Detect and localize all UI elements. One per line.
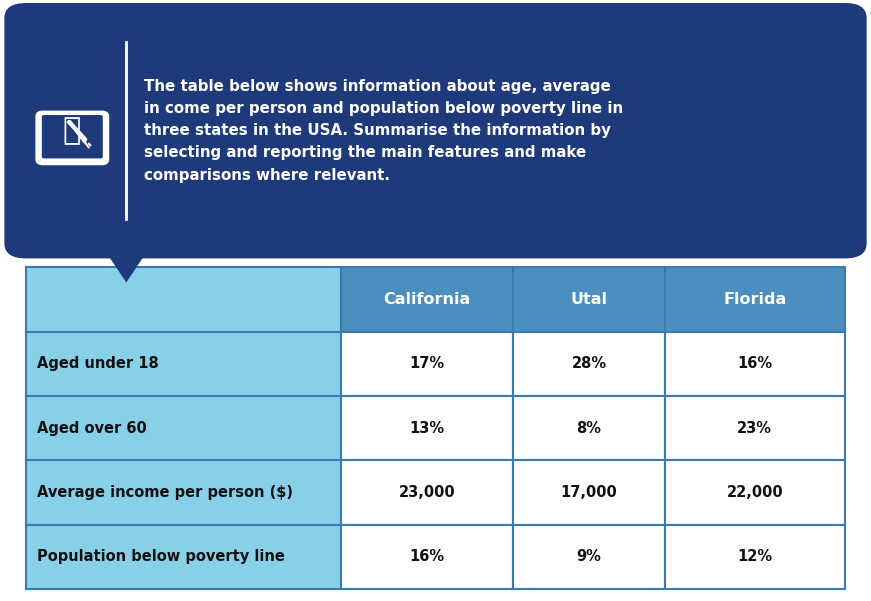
Bar	[341, 267, 513, 332]
Text: The table below shows information about age, average
in come per person and popu: The table below shows information about …	[144, 79, 623, 183]
Text: Florida: Florida	[723, 292, 787, 307]
Text: 17,000: 17,000	[561, 485, 618, 500]
FancyBboxPatch shape	[4, 3, 867, 258]
Bar	[665, 525, 845, 589]
Bar	[513, 332, 665, 396]
Text: 9%: 9%	[577, 549, 602, 564]
Text: Population below poverty line: Population below poverty line	[37, 549, 286, 564]
Text: 23%: 23%	[738, 421, 773, 436]
Bar	[26, 267, 341, 332]
Bar	[513, 460, 665, 525]
Text: California: California	[384, 292, 471, 307]
Text: Average income per person ($): Average income per person ($)	[37, 485, 294, 500]
Text: 13%: 13%	[409, 421, 445, 436]
FancyBboxPatch shape	[37, 113, 107, 163]
Bar	[26, 396, 341, 460]
Text: Utal: Utal	[571, 292, 607, 307]
Bar	[341, 332, 513, 396]
Bar	[665, 332, 845, 396]
Bar	[513, 267, 665, 332]
Bar	[513, 525, 665, 589]
Polygon shape	[100, 243, 152, 282]
Bar	[341, 460, 513, 525]
Bar	[26, 525, 341, 589]
Bar	[665, 460, 845, 525]
Text: 🖊: 🖊	[63, 116, 80, 145]
Bar	[341, 396, 513, 460]
Text: Aged under 18: Aged under 18	[37, 356, 159, 371]
Text: 16%: 16%	[737, 356, 773, 371]
Text: 22,000: 22,000	[726, 485, 783, 500]
Bar	[26, 460, 341, 525]
Text: 8%: 8%	[577, 421, 602, 436]
Text: Aged over 60: Aged over 60	[37, 421, 147, 436]
Bar	[665, 396, 845, 460]
Bar	[665, 267, 845, 332]
Bar	[513, 396, 665, 460]
Text: 16%: 16%	[409, 549, 445, 564]
Bar	[26, 332, 341, 396]
Text: 17%: 17%	[409, 356, 445, 371]
Text: 23,000: 23,000	[399, 485, 456, 500]
Bar	[341, 525, 513, 589]
Text: 12%: 12%	[737, 549, 773, 564]
Text: 28%: 28%	[571, 356, 606, 371]
